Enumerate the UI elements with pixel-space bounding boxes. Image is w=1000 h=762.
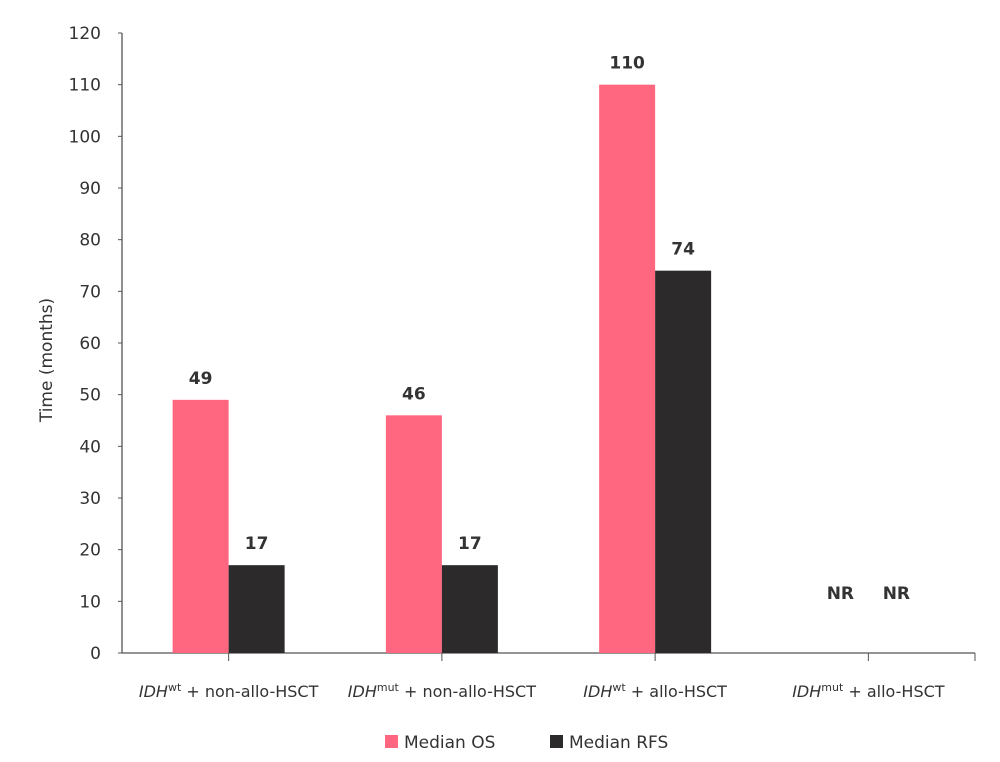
y-tick-label: 50 <box>79 386 101 406</box>
x-tick-label: IDHwt + non-allo-HSCT <box>139 681 319 702</box>
y-tick-label: 20 <box>79 541 101 561</box>
value-label: 74 <box>671 240 695 260</box>
bar <box>599 84 656 653</box>
y-tick-label: 80 <box>79 231 101 251</box>
x-tick-label-part: IDH <box>792 682 821 701</box>
y-tick-label: 100 <box>69 127 101 147</box>
y-tick-label: 10 <box>79 592 101 612</box>
y-tick-label: 120 <box>69 24 101 44</box>
legend-swatch <box>385 735 398 748</box>
value-label: 49 <box>189 369 213 389</box>
value-label: NR <box>827 584 854 604</box>
bar <box>385 415 442 653</box>
bar <box>655 270 712 653</box>
y-tick-label: 60 <box>79 334 101 354</box>
value-label: 110 <box>609 54 645 74</box>
value-label: NR <box>883 584 910 604</box>
value-label: 17 <box>458 534 482 554</box>
x-tick-label-part: + allo-HSCT <box>843 682 944 701</box>
bar <box>172 399 229 653</box>
bar <box>441 565 498 653</box>
x-tick-label-part: + allo-HSCT <box>626 682 727 701</box>
x-tick-label: IDHmut + allo-HSCT <box>792 681 945 702</box>
y-tick-label: 70 <box>79 282 101 302</box>
x-tick-label-part: wt <box>612 681 626 694</box>
x-tick-label: IDHmut + non-allo-HSCT <box>348 681 536 702</box>
y-tick-label: 90 <box>79 179 101 199</box>
x-tick-label-part: + non-allo-HSCT <box>399 682 536 701</box>
x-tick-label-part: IDH <box>139 682 168 701</box>
x-tick-label-part: mut <box>377 681 400 694</box>
y-tick-label: 0 <box>90 644 101 664</box>
x-tick-label-part: IDH <box>348 682 377 701</box>
legend-label: Median RFS <box>569 733 668 753</box>
legend-label: Median OS <box>404 733 495 753</box>
y-tick-label: 40 <box>79 437 101 457</box>
y-tick-label: 30 <box>79 489 101 509</box>
x-tick-label-part: mut <box>821 681 844 694</box>
x-tick-label-part: wt <box>168 681 182 694</box>
y-axis-title: Time (months) <box>37 298 57 423</box>
x-tick-label-part: + non-allo-HSCT <box>181 682 318 701</box>
x-tick-label: IDHwt + allo-HSCT <box>583 681 727 702</box>
y-tick-label: 110 <box>69 76 101 96</box>
value-label: 17 <box>245 534 269 554</box>
x-tick-label-part: IDH <box>583 682 612 701</box>
bar <box>228 565 285 653</box>
value-label: 46 <box>402 384 426 404</box>
legend-swatch <box>550 735 563 748</box>
